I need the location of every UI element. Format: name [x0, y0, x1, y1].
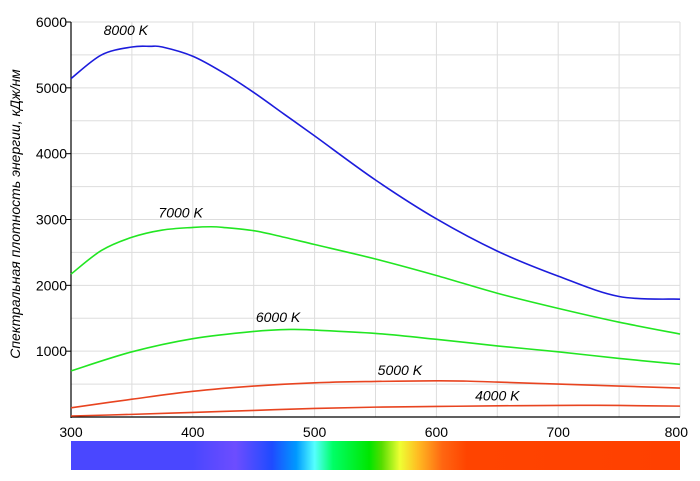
y-tick-label: 6000	[36, 14, 67, 30]
visible-spectrum-bar	[71, 441, 680, 470]
series-line-6000-k	[70, 328, 681, 372]
x-tick-label: 700	[547, 424, 571, 440]
y-tick-label: 2000	[36, 277, 67, 293]
curve-label: 6000 K	[256, 309, 301, 325]
series-line-4000-k	[70, 404, 681, 417]
curve-labels: 8000 K 7000 K 6000 K 5000 K 4000 K	[104, 22, 521, 403]
curve-label: 7000 K	[158, 205, 203, 221]
y-axis-label: Спектральная плотность энергии, кДж/нм	[7, 69, 23, 359]
series-line-5000-k	[70, 379, 681, 409]
tick-labels: 1000 2000 3000 4000 5000 6000 300 400 500 600 700 8…	[36, 14, 688, 440]
x-tick-label: 600	[425, 424, 449, 440]
x-tick-label: 300	[59, 424, 83, 440]
series-line-8000-k	[70, 45, 681, 300]
x-tick-label: 400	[181, 424, 205, 440]
y-tick-label: 5000	[36, 80, 67, 96]
y-tick-label: 3000	[36, 212, 67, 228]
axes	[66, 21, 680, 418]
y-tick-label: 4000	[36, 146, 67, 162]
series-line-7000-k	[70, 225, 681, 335]
curve-label: 5000 K	[378, 362, 423, 378]
x-tick-label: 500	[303, 424, 327, 440]
curve-label: 4000 K	[475, 388, 520, 404]
x-tick-label: 800	[665, 424, 689, 440]
series-group	[70, 45, 681, 417]
y-tick-label: 1000	[36, 343, 67, 359]
grid	[71, 21, 681, 417]
curve-label: 8000 K	[104, 22, 149, 38]
